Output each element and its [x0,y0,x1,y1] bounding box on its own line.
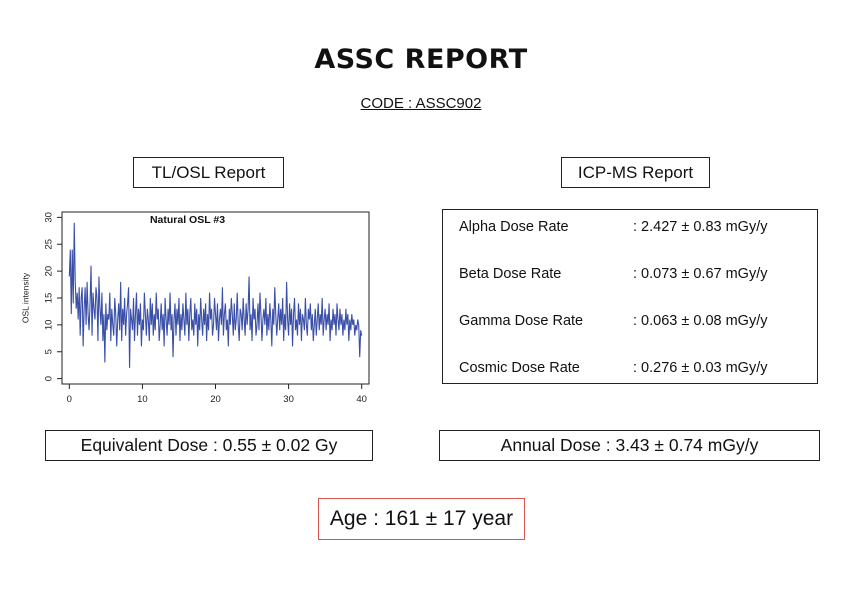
icp-ms-report-label: ICP-MS Report [561,157,710,188]
y-tick-label: 30 [44,212,55,223]
y-axis-label: OSL intensity [20,272,30,323]
equivalent-dose-box: Equivalent Dose : 0.55 ± 0.02 Gy [45,430,373,461]
chart-title: Natural OSL #3 [150,214,225,226]
osl-series-line [68,222,363,368]
beta-dose-value: : 0.073 ± 0.67 mGy/y [633,266,768,282]
osl-chart: 0 10 20 30 40 0 5 10 15 20 25 30 Natural OSL #3 OSL i… [20,211,370,405]
alpha-dose-value: : 2.427 ± 0.83 mGy/y [633,219,768,235]
annual-dose-box: Annual Dose : 3.43 ± 0.74 mGy/y [439,430,820,461]
y-tick-label: 10 [44,320,55,331]
beta-dose-row: Beta Dose Rate : 0.073 ± 0.67 mGy/y [459,266,768,282]
report-title: ASSC REPORT [314,44,528,75]
y-tick-label: 5 [44,349,55,354]
x-tick-label: 40 [356,394,367,405]
tl-osl-report-label: TL/OSL Report [133,157,284,188]
gamma-dose-label: Gamma Dose Rate [459,313,584,329]
alpha-dose-label: Alpha Dose Rate [459,219,569,235]
alpha-dose-row: Alpha Dose Rate : 2.427 ± 0.83 mGy/y [459,219,768,235]
x-tick-label: 20 [210,394,221,405]
cosmic-dose-row: Cosmic Dose Rate : 0.276 ± 0.03 mGy/y [459,360,768,376]
x-tick-label: 30 [283,394,294,405]
gamma-dose-row: Gamma Dose Rate : 0.063 ± 0.08 mGy/y [459,313,768,329]
plot-frame [61,211,370,385]
dose-rate-table: Alpha Dose Rate : 2.427 ± 0.83 mGy/y Bet… [442,209,818,384]
y-tick-label: 0 [44,376,55,381]
y-tick-label: 15 [44,293,55,304]
y-tick-label: 25 [44,239,55,250]
x-tick-label: 0 [67,394,72,405]
gamma-dose-value: : 0.063 ± 0.08 mGy/y [633,313,768,329]
y-tick-label: 20 [44,266,55,277]
cosmic-dose-label: Cosmic Dose Rate [459,360,580,376]
x-tick-label: 10 [137,394,148,405]
beta-dose-label: Beta Dose Rate [459,266,562,282]
age-result-box: Age : 161 ± 17 year [318,498,525,540]
report-code: CODE : ASSC902 [360,95,482,112]
cosmic-dose-value: : 0.276 ± 0.03 mGy/y [633,360,768,376]
